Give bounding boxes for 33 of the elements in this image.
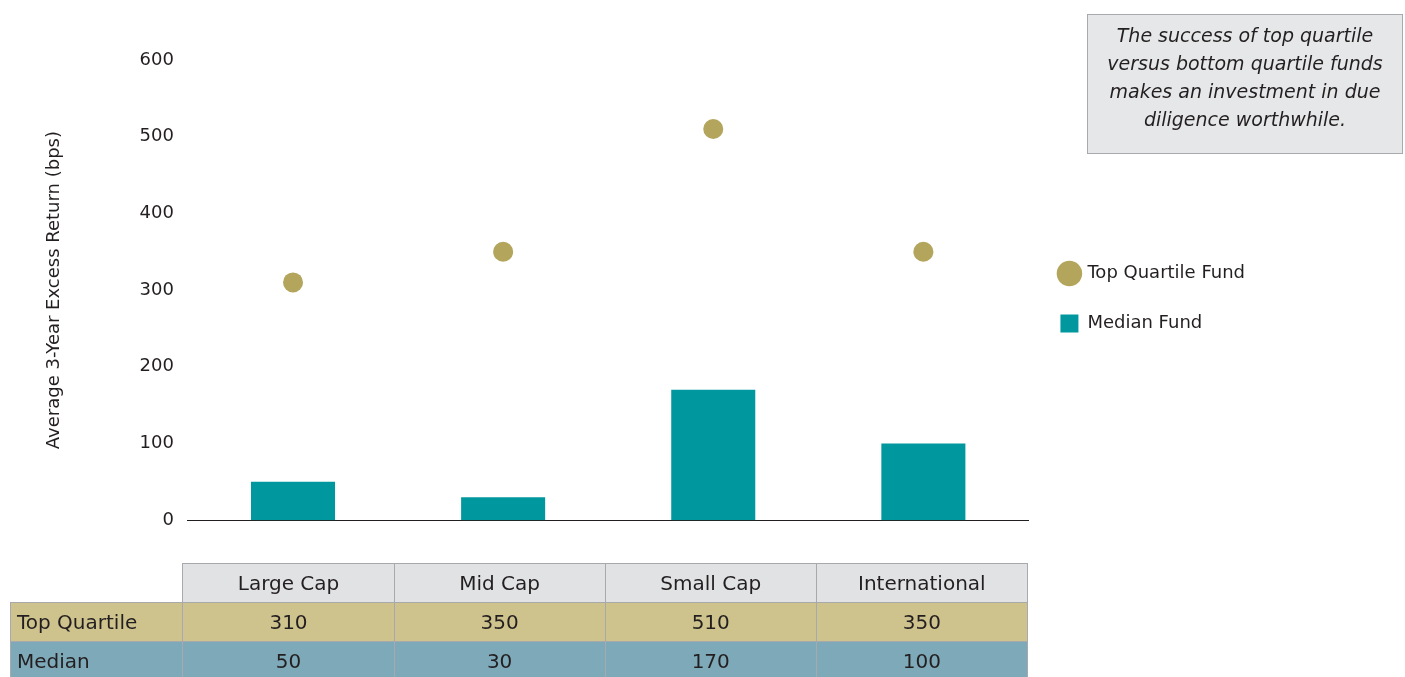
text: The success of top quartile versus bottom quartile funds makes an investment in due diligence worthwhile.	[1087, 14, 1403, 154]
point	[913, 241, 934, 262]
bar	[671, 389, 756, 521]
point	[493, 241, 514, 262]
data-label: 350	[816, 602, 1028, 642]
y-tick-label: 300	[139, 277, 174, 299]
legend-label: Top Quartile Fund	[1086, 261, 1246, 283]
y-axis-title: Average 3-Year Excess Return (bps)	[42, 131, 64, 450]
x-tick-label: Small Cap	[605, 563, 817, 603]
point	[283, 272, 304, 293]
x-tick-label: Large Cap	[182, 563, 395, 603]
legend-label: Median Fund	[1087, 311, 1203, 333]
data-label: 170	[605, 641, 817, 677]
data-label: 510	[605, 602, 817, 642]
y-tick-label: 500	[139, 124, 174, 146]
text: Median	[10, 641, 183, 677]
data-label: 310	[182, 602, 395, 642]
data-label: 50	[182, 641, 395, 677]
bar	[461, 497, 546, 521]
data-label: 100	[816, 641, 1028, 677]
data-label: 350	[394, 602, 606, 642]
point	[703, 119, 724, 140]
x-tick-label: Mid Cap	[394, 563, 606, 603]
text: Top Quartile	[10, 602, 183, 642]
y-tick-label: 600	[139, 47, 174, 69]
y-tick-label: 200	[139, 354, 174, 376]
bar	[250, 481, 336, 521]
y-tick-label: 0	[162, 507, 174, 529]
y-tick-label: 400	[139, 201, 174, 223]
bar	[881, 443, 966, 521]
x-tick-label: International	[816, 563, 1028, 603]
data-label: 30	[394, 641, 606, 677]
y-tick-label: 100	[139, 431, 174, 453]
